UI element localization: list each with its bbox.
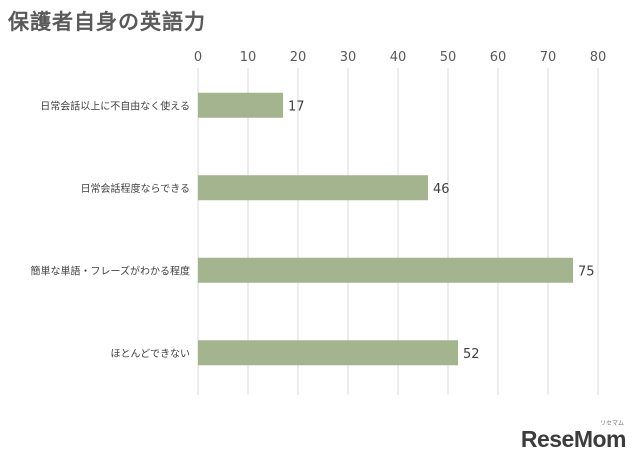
- bar: [198, 257, 573, 283]
- chart-title: 保護者自身の英語力: [8, 10, 206, 34]
- x-tick-label: 10: [240, 50, 257, 65]
- category-label: 簡単な単語・フレーズがわかる程度: [31, 264, 191, 277]
- x-tick-label: 50: [440, 50, 457, 65]
- x-tick-label: 40: [390, 50, 407, 65]
- x-tick-label: 20: [290, 50, 307, 65]
- data-label: 52: [463, 347, 480, 362]
- category-label: 日常会話程度ならできる: [81, 182, 191, 195]
- resemom-logo: ReseMom: [520, 426, 627, 452]
- brand-reading: リセマム: [599, 420, 624, 427]
- category-label: 日常会話以上に不自由なく使える: [40, 99, 190, 112]
- x-tick-label: 0: [194, 50, 202, 65]
- bar: [198, 92, 283, 118]
- x-tick-label: 70: [540, 50, 557, 65]
- category-label: ほとんどできない: [111, 348, 191, 360]
- data-label: 75: [578, 264, 595, 279]
- grid-lines: [197, 68, 599, 395]
- bars: [198, 92, 573, 366]
- data-label: 46: [433, 182, 450, 197]
- x-tick-label: 30: [340, 50, 357, 65]
- data-labels: 17 46 75 52: [288, 99, 595, 362]
- x-tick-label: 80: [590, 50, 607, 65]
- bar: [198, 340, 458, 366]
- x-axis-tick-labels: 0 10 20 30 40 50 60 70 80: [194, 50, 606, 65]
- data-label: 17: [288, 99, 305, 114]
- category-labels: 日常会話以上に不自由なく使える日常会話程度ならできる簡単な単語・フレーズがわかる…: [31, 99, 191, 360]
- x-tick-label: 60: [490, 50, 507, 65]
- bar: [198, 175, 428, 201]
